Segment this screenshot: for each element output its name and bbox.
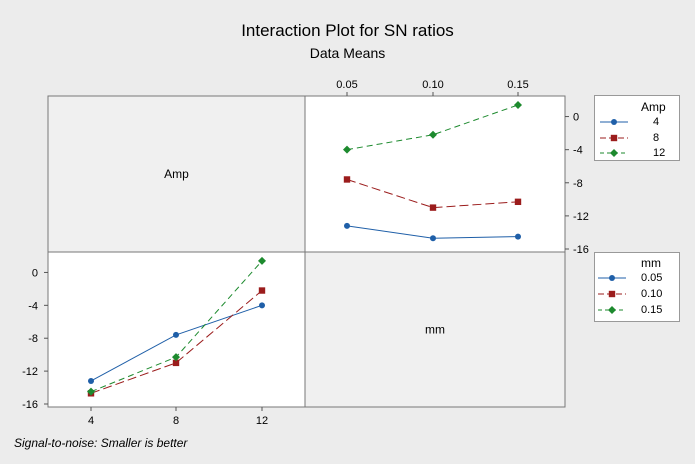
data-point-0-0 [430, 235, 436, 242]
data-point-1-2 [172, 353, 180, 362]
data-point-1-0 [173, 331, 179, 338]
data-point-0-0 [515, 233, 521, 240]
data-point-0-1 [429, 204, 437, 211]
series-line-1-1 [90, 290, 263, 394]
legend-amp: Amp 4 8 12 [594, 95, 680, 161]
legend-amp-entry-3: 12 [653, 147, 666, 159]
diagonal-cell-mm [305, 252, 565, 407]
data-point-0-1 [343, 176, 351, 183]
x-tick-label: 12 [256, 415, 268, 427]
series-line-0-1 [346, 178, 519, 209]
data-point-0-2 [514, 100, 522, 109]
data-point-0-2 [429, 130, 437, 139]
x-tick-label: 0.15 [507, 79, 528, 91]
diagonal-label-amp: Amp [164, 167, 189, 181]
data-point-1-1 [258, 287, 266, 294]
legend-mm-entry-2: 0.10 [641, 288, 663, 300]
data-point-0-1 [514, 198, 522, 206]
y-tick-label: -8 [573, 178, 583, 190]
legend-mm-entry-1: 0.05 [641, 272, 663, 284]
y-tick-label: 0 [32, 267, 38, 279]
data-point-0-2 [343, 145, 351, 154]
data-point-1-2 [258, 256, 266, 265]
legend-amp-title: Amp [641, 100, 666, 114]
chart-footnote: Signal-to-noise: Smaller is better [14, 436, 188, 450]
y-tick-label: -16 [22, 399, 38, 411]
y-tick-label: 0 [573, 112, 579, 124]
x-tick-label: 0.10 [422, 79, 443, 91]
y-tick-label: -12 [22, 366, 38, 378]
x-tick-label: 4 [88, 415, 94, 427]
y-tick-label: -8 [28, 333, 38, 345]
plot-matrix-border [47, 95, 566, 408]
data-point-0-0 [344, 222, 350, 229]
x-tick-label: 0.05 [336, 79, 357, 91]
diagonal-label-mm: mm [425, 323, 445, 337]
legend-mm-title: mm [641, 256, 661, 270]
data-point-1-1 [172, 359, 180, 367]
y-tick-label: -16 [573, 244, 589, 256]
y-tick-label: -4 [28, 300, 38, 312]
legend-amp-entry-1: 4 [653, 116, 660, 128]
y-tick-label: -12 [573, 211, 589, 223]
legend-mm-entry-3: 0.15 [641, 304, 663, 316]
diagonal-cell-amp [48, 96, 305, 252]
data-point-1-2 [87, 387, 95, 396]
data-point-1-0 [259, 302, 265, 309]
y-tick-label: -4 [573, 145, 583, 157]
data-point-1-0 [88, 377, 94, 384]
x-tick-label: 8 [173, 415, 179, 427]
legend-mm: mm 0.05 0.10 0.15 [594, 252, 680, 322]
chart-title: Interaction Plot for SN ratios [241, 21, 454, 40]
chart-subtitle: Data Means [309, 45, 386, 61]
legend-amp-entry-2: 8 [653, 132, 660, 144]
